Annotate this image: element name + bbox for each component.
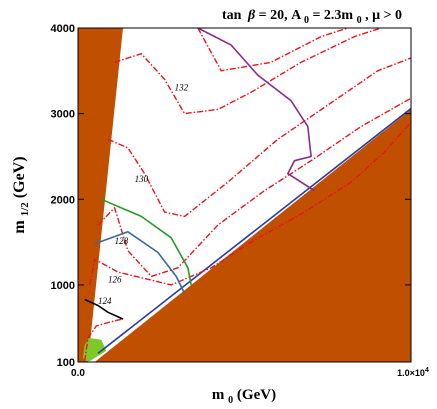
region-green-band [83, 338, 107, 362]
region-excluded-left [78, 28, 123, 362]
contour-label-128: 128 [115, 236, 129, 246]
plot-frame [77, 27, 412, 363]
contour-line-red-132 [114, 28, 382, 115]
plot-area: 124 126 128 130 132 [78, 28, 411, 362]
chart-title: tan β = 20, A 0 = 2.3m 0 , μ > 0 [222, 8, 402, 27]
contour-label-124: 124 [98, 296, 112, 306]
contour-line-green [100, 198, 192, 286]
y-tick-label: 2000 [51, 194, 75, 206]
y-tick-label: 3000 [51, 109, 75, 121]
x-axis-label: m 0 (GeV) [212, 387, 276, 407]
contour-labels-layer: 124 126 128 130 132 [98, 83, 189, 306]
region-excluded-right [94, 109, 411, 362]
contour-line-red-130 [107, 57, 411, 218]
contour-line-red-124 [84, 318, 122, 362]
contour-label-126: 126 [108, 274, 122, 284]
contour-lines-layer [84, 28, 411, 362]
contour-line-red-top [197, 28, 348, 72]
regions-layer [78, 28, 411, 362]
contour-label-132: 132 [175, 83, 189, 93]
contour-line-red-126 [89, 121, 411, 286]
axis-ticks-layer: 100 1000 2000 3000 4000 0.0 1.0×104 [51, 23, 429, 379]
y-tick-label: 1000 [51, 280, 75, 292]
contour-line-black [84, 298, 124, 320]
y-tick-label: 4000 [51, 23, 75, 35]
contour-line-purple [197, 28, 315, 192]
contour-line-steelblue [94, 231, 186, 294]
contour-line-red-128 [97, 97, 411, 278]
y-axis-label: m 1/2 (GeV) [11, 156, 32, 233]
x-tick-label: 1.0×104 [397, 367, 429, 378]
x-tick-label: 0.0 [71, 368, 85, 379]
contour-line-blue [97, 107, 411, 355]
y-tick-label: 100 [57, 357, 75, 369]
contour-label-130: 130 [135, 174, 149, 184]
